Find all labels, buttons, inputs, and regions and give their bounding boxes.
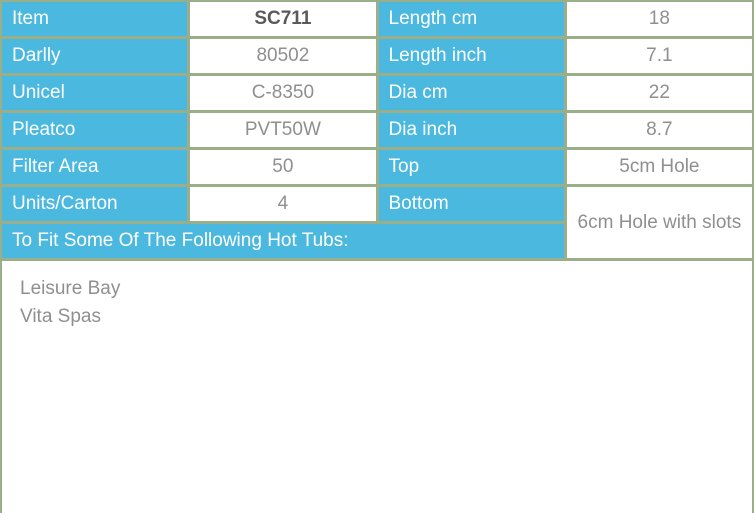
- label-text: Length cm: [389, 8, 478, 30]
- value-text: 6cm Hole with slots: [578, 212, 742, 234]
- label-text: Top: [389, 156, 420, 178]
- spec-label-dia-inch: Dia inch: [379, 113, 564, 147]
- label-text: Dia cm: [389, 82, 448, 104]
- label-text: Unicel: [12, 82, 65, 104]
- spec-table-container: Item SC711 Length cm 18 Darlly 80502 Len…: [0, 0, 754, 513]
- spec-grid: Item SC711 Length cm 18 Darlly 80502 Len…: [2, 2, 752, 258]
- spec-value-length-cm: 18: [567, 2, 752, 36]
- fit-heading-text: To Fit Some Of The Following Hot Tubs:: [12, 230, 349, 252]
- spec-value-pleatco: PVT50W: [190, 113, 375, 147]
- value-text: 50: [272, 156, 293, 178]
- spec-value-filter-area: 50: [190, 150, 375, 184]
- spec-label-units-carton: Units/Carton: [2, 187, 187, 221]
- value-text: PVT50W: [245, 119, 321, 141]
- value-text: 5cm Hole: [619, 156, 699, 178]
- value-text: 80502: [256, 45, 309, 67]
- value-text: 7.1: [646, 45, 672, 67]
- value-text: SC711: [254, 8, 311, 30]
- spec-label-unicel: Unicel: [2, 76, 187, 110]
- label-text: Filter Area: [12, 156, 99, 178]
- label-text: Darlly: [12, 45, 61, 67]
- spec-label-length-inch: Length inch: [379, 39, 564, 73]
- spec-label-top: Top: [379, 150, 564, 184]
- value-text: 18: [649, 8, 670, 30]
- spec-label-pleatco: Pleatco: [2, 113, 187, 147]
- value-text: 8.7: [646, 119, 672, 141]
- fit-heading: To Fit Some Of The Following Hot Tubs:: [2, 224, 564, 258]
- spec-value-item: SC711: [190, 2, 375, 36]
- value-text: C-8350: [252, 82, 314, 104]
- spec-value-unicel: C-8350: [190, 76, 375, 110]
- hot-tubs-text: Leisure Bay Vita Spas: [20, 278, 120, 327]
- spec-label-darlly: Darlly: [2, 39, 187, 73]
- spec-value-top: 5cm Hole: [567, 150, 752, 184]
- label-text: Bottom: [389, 193, 449, 215]
- spec-value-darlly: 80502: [190, 39, 375, 73]
- spec-value-length-inch: 7.1: [567, 39, 752, 73]
- label-text: Length inch: [389, 45, 487, 67]
- spec-value-bottom: 6cm Hole with slots: [567, 187, 752, 258]
- hot-tubs-list: Leisure Bay Vita Spas: [2, 261, 752, 529]
- label-text: Item: [12, 8, 49, 30]
- value-text: 22: [649, 82, 670, 104]
- label-text: Units/Carton: [12, 193, 118, 215]
- spec-value-dia-inch: 8.7: [567, 113, 752, 147]
- label-text: Dia inch: [389, 119, 458, 141]
- spec-label-dia-cm: Dia cm: [379, 76, 564, 110]
- spec-label-bottom: Bottom: [379, 187, 564, 221]
- spec-label-length-cm: Length cm: [379, 2, 564, 36]
- value-text: 4: [278, 193, 289, 215]
- spec-label-item: Item: [2, 2, 187, 36]
- spec-value-units-carton: 4: [190, 187, 375, 221]
- spec-label-filter-area: Filter Area: [2, 150, 187, 184]
- spec-value-dia-cm: 22: [567, 76, 752, 110]
- label-text: Pleatco: [12, 119, 75, 141]
